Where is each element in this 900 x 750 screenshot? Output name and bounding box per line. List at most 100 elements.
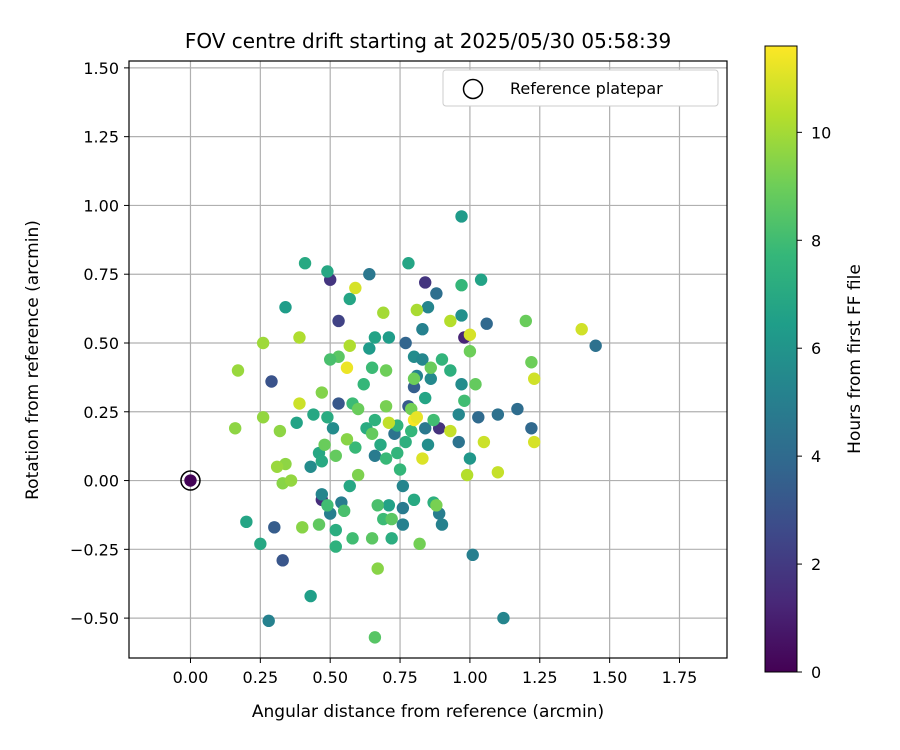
scatter-point <box>455 279 468 292</box>
scatter-point <box>455 309 468 322</box>
scatter-point <box>371 562 384 575</box>
scatter-point <box>393 463 407 476</box>
colorbar-tick-label: 6 <box>811 339 821 358</box>
scatter-point <box>455 210 468 223</box>
scatter-point <box>296 521 309 534</box>
scatter-point <box>365 427 379 440</box>
scatter-point <box>321 411 334 424</box>
x-tick-label: 0.75 <box>382 668 418 687</box>
scatter-point <box>343 479 356 493</box>
scatter-point <box>472 411 485 424</box>
scatter-point <box>184 474 197 487</box>
scatter-point <box>304 589 317 603</box>
x-tick-label: 1.50 <box>592 668 628 687</box>
scatter-point <box>315 488 329 501</box>
scatter-point <box>410 303 424 317</box>
scatter-point <box>270 460 284 473</box>
scatter-point <box>357 378 370 391</box>
scatter-point <box>477 435 491 449</box>
legend-label: Reference platepar <box>510 79 663 98</box>
scatter-point <box>480 317 493 330</box>
scatter-point <box>304 460 317 473</box>
scatter-point <box>363 342 376 355</box>
scatter-point <box>332 397 345 410</box>
scatter-point <box>525 356 538 369</box>
scatter-point <box>368 413 382 427</box>
y-tick-label: 1.25 <box>83 128 119 147</box>
scatter-point <box>262 614 275 628</box>
y-tick-label: −0.25 <box>70 540 119 559</box>
scatter-point <box>466 548 479 562</box>
scatter-point <box>444 364 457 377</box>
y-axis-ticks: −0.50 −0.25 0.00 0.25 0.50 0.75 1.00 1.25 1.50 <box>70 59 129 628</box>
scatter-point <box>382 416 396 429</box>
scatter-point <box>337 504 351 518</box>
scatter-point <box>469 378 482 391</box>
y-tick-label: 1.00 <box>83 196 119 215</box>
scatter-point <box>321 499 334 512</box>
scatter-point <box>413 537 426 551</box>
scatter-point <box>416 452 429 465</box>
scatter-point <box>377 306 390 319</box>
scatter-point <box>279 301 292 314</box>
scatter-point <box>430 287 443 300</box>
scatter-point <box>421 301 435 314</box>
scatter-point <box>575 323 588 336</box>
reference-marker <box>180 470 201 491</box>
y-tick-label: 0.75 <box>83 265 119 284</box>
scatter-point <box>427 413 440 427</box>
scatter-point <box>329 540 342 553</box>
scatter-point <box>379 364 393 377</box>
colorbar-ticks: 0 2 4 6 8 10 <box>797 123 831 682</box>
scatter-point <box>430 499 443 512</box>
scatter-point <box>312 518 326 531</box>
reference-platepar-marker <box>180 470 201 491</box>
x-tick-label: 1.25 <box>522 668 558 687</box>
scatter-point <box>527 372 541 385</box>
scatter-point <box>407 493 421 507</box>
scatter-points <box>184 210 602 644</box>
scatter-point <box>340 361 354 374</box>
scatter-point <box>365 361 379 374</box>
scatter-point <box>343 292 356 306</box>
scatter-point <box>525 422 538 435</box>
scatter-point <box>329 523 342 537</box>
scatter-point <box>256 336 270 350</box>
x-tick-label: 1.00 <box>452 668 488 687</box>
scatter-point <box>256 411 270 424</box>
scatter-point <box>416 323 429 336</box>
scatter-point <box>343 339 356 352</box>
scatter-point <box>268 521 281 534</box>
scatter-point <box>349 441 362 454</box>
scatter-point <box>346 532 359 545</box>
scatter-point <box>385 532 398 545</box>
scatter-point <box>290 416 303 429</box>
scatter-point <box>329 449 342 462</box>
scatter-point <box>323 353 337 366</box>
scatter-point <box>385 512 398 526</box>
scatter-point <box>371 499 384 512</box>
colorbar-tick-label: 10 <box>811 123 831 142</box>
scatter-point <box>240 515 253 529</box>
scatter-point <box>402 257 415 270</box>
y-tick-label: 0.50 <box>83 334 119 353</box>
scatter-point <box>396 518 410 531</box>
colorbar-tick-label: 8 <box>811 231 821 250</box>
scatter-point <box>444 424 457 438</box>
colorbar-tick-label: 0 <box>811 663 821 682</box>
scatter-point <box>293 397 306 410</box>
x-tick-label: 0.25 <box>243 668 279 687</box>
scatter-point <box>363 268 376 281</box>
scatter-point <box>298 257 312 270</box>
scatter-point <box>474 273 488 286</box>
scatter-point <box>396 501 410 515</box>
scatter-point <box>399 435 412 449</box>
scatter-point <box>273 424 287 438</box>
y-tick-label: 0.00 <box>83 472 119 491</box>
scatter-point <box>368 449 382 462</box>
y-axis-label: Rotation from reference (arcmin) <box>23 220 43 500</box>
colorbar <box>764 45 798 673</box>
chart-title: FOV centre drift starting at 2025/05/30 … <box>185 29 671 53</box>
scatter-point <box>435 353 449 366</box>
scatter-point <box>368 331 382 344</box>
